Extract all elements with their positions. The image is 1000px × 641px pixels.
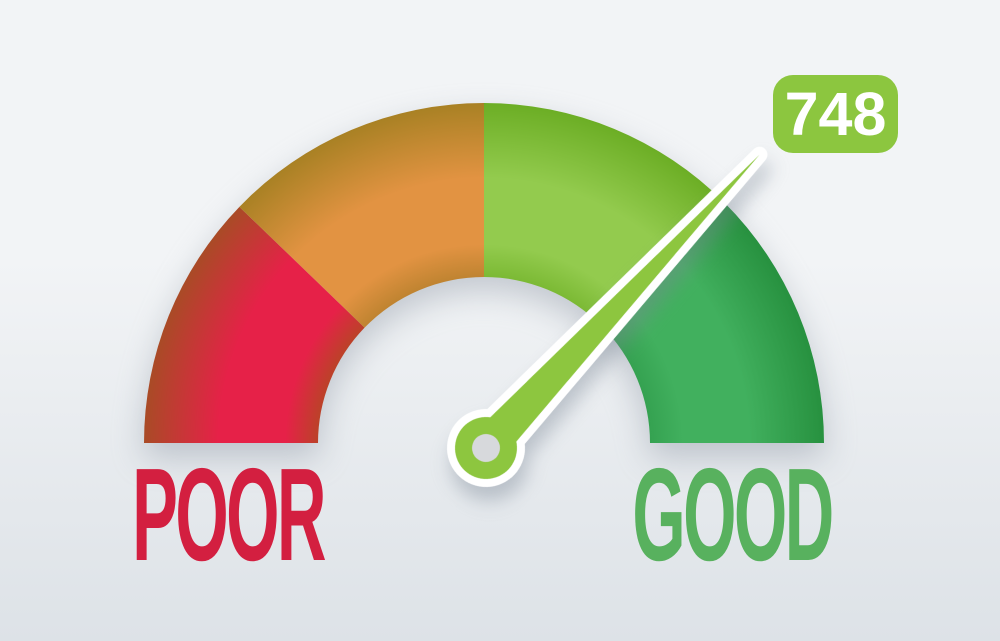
gauge-ring [144, 103, 824, 443]
label-good: GOOD [632, 441, 834, 588]
gauge-needle [447, 146, 768, 487]
gauge-segment-good-light-green [484, 103, 725, 326]
label-poor: POOR [132, 441, 326, 588]
score-badge: 748 [773, 75, 898, 153]
score-value: 748 [784, 80, 887, 148]
gauge-segment-great-green [601, 202, 824, 443]
gauge-segment-poor-red [144, 206, 365, 443]
gauge-hub-dot [472, 434, 500, 462]
gauge-segment-fair-orange [239, 103, 484, 328]
